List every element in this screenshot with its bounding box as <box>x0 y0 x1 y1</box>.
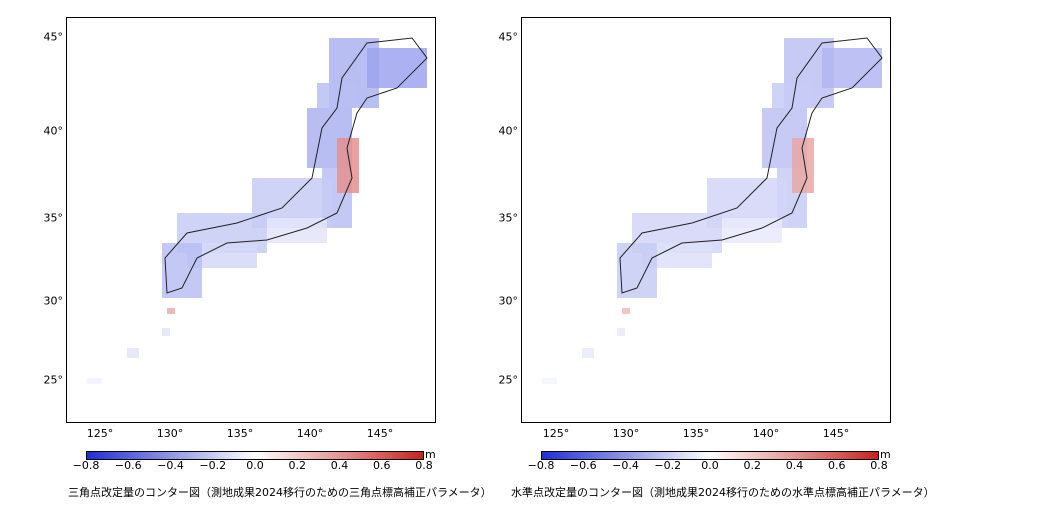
colorbar-tick-label: −0.6 <box>569 459 597 472</box>
japan-contour-map <box>542 37 883 384</box>
y-tick-label: 35° <box>43 211 64 225</box>
colorbar-tick-label: −0.2 <box>654 459 682 472</box>
y-tick-label: 40° <box>43 124 64 138</box>
coastline <box>619 37 883 294</box>
colorbar-tick-label: 0.4 <box>785 459 804 472</box>
colorbar-tick-label: −0.8 <box>527 459 555 472</box>
contour-cell <box>317 83 357 108</box>
y-tick-label: 25° <box>498 373 519 387</box>
x-tick-label: 130° <box>156 427 184 440</box>
map-frame <box>66 17 436 423</box>
y-tick-label: 30° <box>43 294 64 308</box>
map-caption: 三角点改定量のコンター図（測地成果2024移行のための三角点標高補正パラメータ） <box>68 486 492 499</box>
contour-cell <box>367 48 427 88</box>
x-tick-label: 135° <box>226 427 254 440</box>
colorbar-tick-label: 0.6 <box>828 459 846 472</box>
colorbar-tick-label: 0.8 <box>415 459 433 472</box>
coastline <box>164 37 428 294</box>
contour-cell <box>162 328 170 336</box>
contour-cell <box>167 308 175 314</box>
colorbar-tick-label: 0.2 <box>743 459 762 472</box>
contour-cell <box>617 243 657 298</box>
colorbar <box>541 451 879 460</box>
contour-cell <box>127 348 139 358</box>
y-tick-label: 40° <box>498 124 519 138</box>
colorbar-unit: m <box>425 448 436 461</box>
colorbar-tick-label: 0.0 <box>246 459 264 472</box>
colorbar-tick-label: 0.8 <box>870 459 888 472</box>
colorbar <box>86 451 424 460</box>
contour-cell <box>772 83 812 108</box>
colorbar-tick-label: −0.6 <box>114 459 142 472</box>
contour-cell <box>792 138 814 193</box>
colorbar-tick-label: −0.8 <box>72 459 100 472</box>
y-tick-label: 45° <box>498 30 519 44</box>
y-tick-label: 35° <box>498 211 519 225</box>
x-tick-label: 140° <box>752 427 780 440</box>
contour-cell <box>162 243 202 298</box>
colorbar-tick-label: −0.4 <box>612 459 639 472</box>
colorbar-tick-label: −0.4 <box>157 459 184 472</box>
contour-cell <box>617 328 625 336</box>
x-tick-label: 145° <box>366 427 394 440</box>
contour-cell <box>87 378 102 384</box>
x-tick-label: 125° <box>86 427 114 440</box>
y-tick-label: 25° <box>43 373 64 387</box>
contour-cell <box>542 378 557 384</box>
x-tick-label: 125° <box>542 427 570 440</box>
x-tick-label: 130° <box>612 427 640 440</box>
y-tick-label: 45° <box>43 30 64 44</box>
x-tick-label: 140° <box>296 427 324 440</box>
x-tick-label: 145° <box>822 427 850 440</box>
contour-cell <box>822 48 882 88</box>
japan-contour-map <box>87 37 428 384</box>
colorbar-tick-label: 0.0 <box>701 459 719 472</box>
map-frame <box>521 17 891 423</box>
y-tick-label: 30° <box>498 294 519 308</box>
colorbar-tick-label: 0.4 <box>330 459 349 472</box>
contour-cell <box>337 138 359 193</box>
x-tick-label: 135° <box>682 427 710 440</box>
colorbar-tick-label: 0.6 <box>373 459 391 472</box>
colorbar-tick-label: 0.2 <box>288 459 307 472</box>
map-caption: 水準点改定量のコンター図（測地成果2024移行のための水準点標高補正パラメータ） <box>511 486 935 499</box>
contour-cell <box>582 348 594 358</box>
contour-cell <box>622 308 630 314</box>
colorbar-unit: m <box>880 448 891 461</box>
colorbar-tick-label: −0.2 <box>199 459 227 472</box>
